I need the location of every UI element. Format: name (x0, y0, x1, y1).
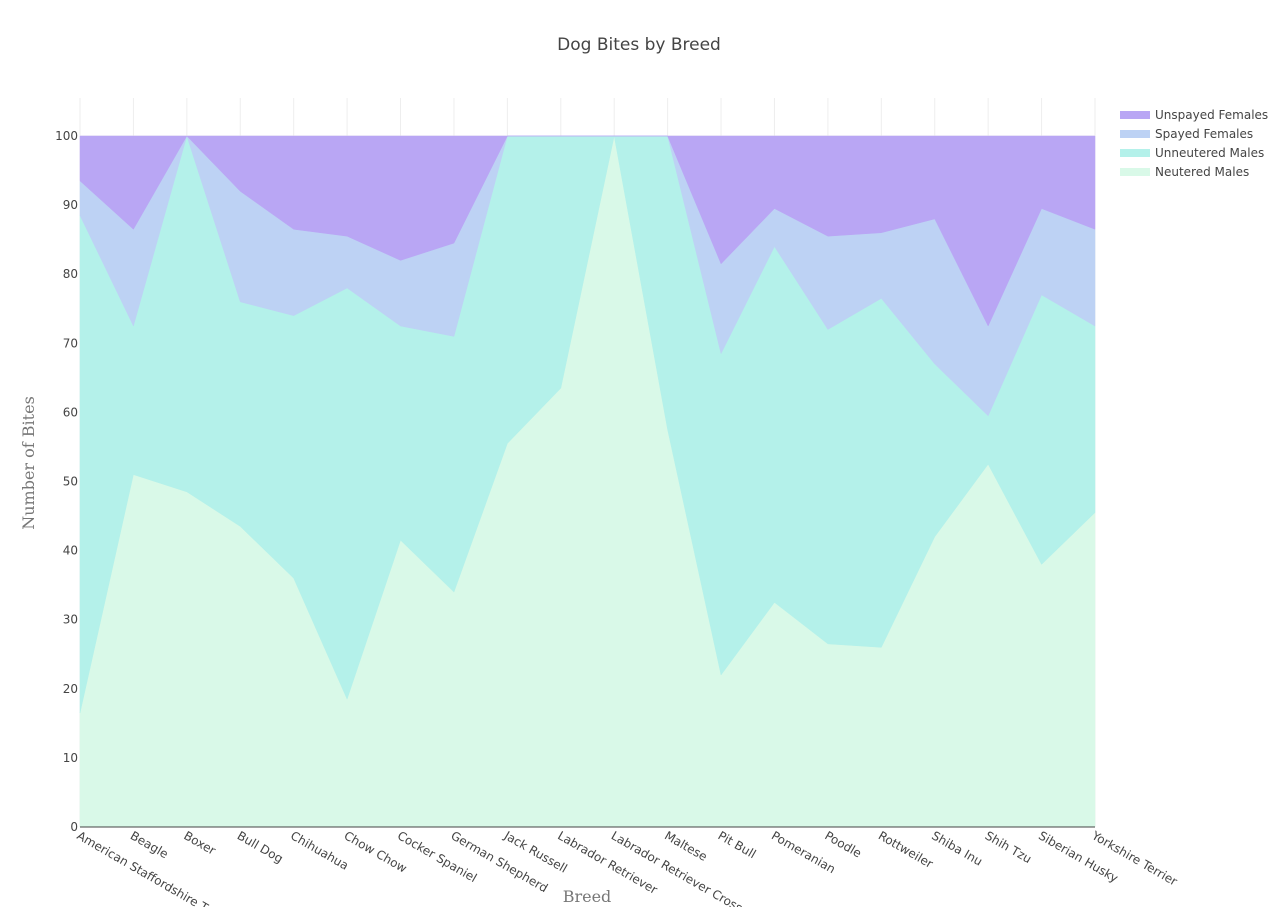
legend-item-unspayed-females[interactable]: Unspayed Females (1120, 108, 1268, 122)
legend-swatch (1120, 111, 1150, 119)
x-tick-label: Shiba Inu (929, 828, 985, 868)
x-tick-label: Shih Tzu (983, 828, 1034, 866)
x-tick-label: Beagle (128, 828, 171, 861)
legend-item-neutered-males[interactable]: Neutered Males (1120, 165, 1249, 179)
y-axis-title: Number of Bites (19, 396, 38, 530)
x-axis-title: Breed (563, 887, 612, 906)
y-axis-ticks: 0 10 20 30 40 50 60 70 80 90 100 (55, 129, 78, 834)
x-tick-label: Poodle (822, 828, 863, 860)
x-tick-label: Yorkshire Terrier (1089, 828, 1180, 889)
legend-swatch (1120, 168, 1150, 176)
area-unspayed-females[interactable] (79, 135, 1096, 327)
x-tick-label: German Shepherd (448, 828, 550, 895)
y-tick-label: 10 (63, 751, 78, 765)
y-tick-label: 70 (63, 336, 78, 350)
legend-label: Neutered Males (1155, 165, 1249, 179)
legend-swatch (1120, 149, 1150, 157)
plot-areas (79, 135, 1096, 828)
legend[interactable]: Unspayed Females Spayed Females Unneutered… (1120, 108, 1268, 179)
x-tick-label: Chihuahua (288, 828, 351, 872)
y-tick-label: 0 (70, 820, 78, 834)
x-tick-label: Pit Bull (716, 828, 759, 861)
legend-item-spayed-females[interactable]: Spayed Females (1120, 127, 1253, 141)
y-tick-label: 80 (63, 267, 78, 281)
x-tick-label: Boxer (181, 828, 218, 857)
legend-label: Unspayed Females (1155, 108, 1268, 122)
legend-item-unneutered-males[interactable]: Unneutered Males (1120, 146, 1264, 160)
y-tick-label: 20 (63, 682, 78, 696)
legend-label: Spayed Females (1155, 127, 1253, 141)
chart-title: Dog Bites by Breed (557, 35, 721, 55)
x-tick-label: Rottweiler (876, 828, 936, 871)
legend-label: Unneutered Males (1155, 146, 1264, 160)
x-tick-label: Bull Dog (235, 828, 286, 865)
legend-swatch (1120, 130, 1150, 138)
y-tick-label: 50 (63, 475, 78, 489)
y-tick-label: 100 (55, 129, 78, 143)
y-tick-label: 60 (63, 405, 78, 419)
y-tick-label: 40 (63, 544, 78, 558)
y-tick-label: 30 (63, 613, 78, 627)
y-tick-label: 90 (63, 198, 78, 212)
